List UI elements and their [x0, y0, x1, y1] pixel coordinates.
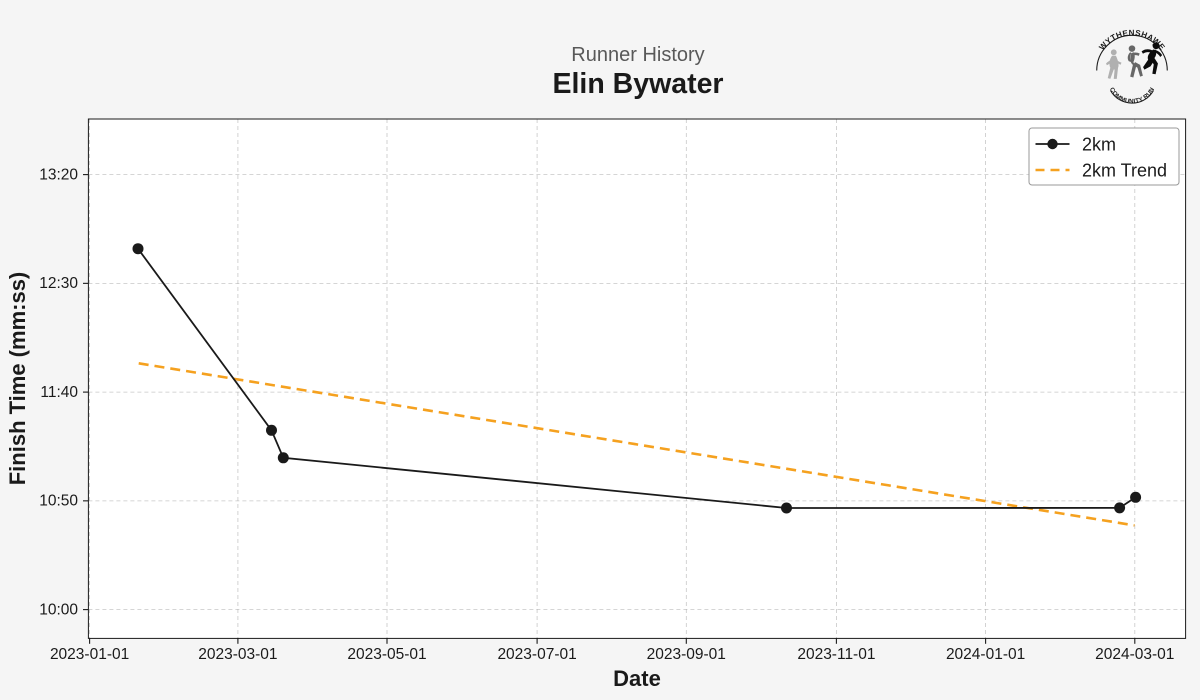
- svg-text:2km Trend: 2km Trend: [1082, 161, 1167, 181]
- svg-text:2023-07-01: 2023-07-01: [497, 646, 576, 663]
- svg-text:2023-03-01: 2023-03-01: [198, 646, 277, 663]
- svg-text:2024-01-01: 2024-01-01: [946, 646, 1025, 663]
- svg-text:2023-05-01: 2023-05-01: [347, 646, 426, 663]
- svg-text:11:40: 11:40: [40, 384, 78, 401]
- svg-text:12:30: 12:30: [39, 275, 78, 292]
- svg-text:2km: 2km: [1082, 135, 1116, 155]
- svg-text:2023-09-01: 2023-09-01: [647, 646, 726, 663]
- svg-text:2024-03-01: 2024-03-01: [1095, 646, 1174, 663]
- svg-text:Finish Time (mm:ss): Finish Time (mm:ss): [5, 272, 30, 486]
- svg-text:13:20: 13:20: [39, 166, 78, 183]
- svg-text:Date: Date: [613, 666, 661, 691]
- svg-text:10:00: 10:00: [39, 601, 78, 618]
- svg-text:2023-01-01: 2023-01-01: [50, 646, 129, 663]
- svg-text:2023-11-01: 2023-11-01: [797, 646, 875, 663]
- svg-text:10:50: 10:50: [39, 493, 78, 510]
